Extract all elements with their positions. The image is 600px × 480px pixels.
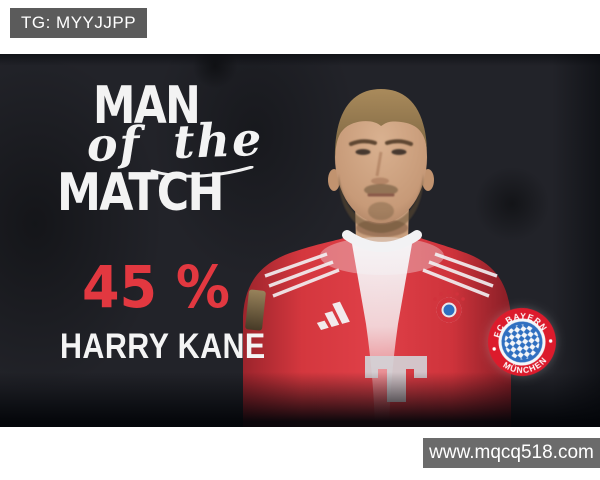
vote-percentage: 45 % — [82, 253, 230, 321]
player-name: HARRY KANE — [60, 327, 266, 366]
bundesliga-sleeve-patch — [245, 289, 266, 331]
watermark-telegram-text: TG: MYYJJPP — [21, 13, 137, 32]
jersey-white-panel — [352, 244, 412, 427]
script-flourish — [150, 166, 254, 178]
adidas-logo-icon — [316, 301, 350, 330]
player-head — [328, 89, 434, 233]
jersey-crest-icon — [433, 290, 465, 323]
fc-bayern-crest-icon: FC BAYERN MÜNCHEN — [488, 307, 556, 378]
watermark-telegram-badge: TG: MYYJJPP — [10, 8, 148, 38]
jersey-collar — [342, 230, 422, 252]
watermark-website-badge: www.mqcq518.com — [423, 438, 600, 468]
title-man: MAN — [93, 76, 201, 136]
title-match: MATCH — [57, 163, 225, 223]
player-face-features — [338, 139, 424, 233]
player-hair — [334, 89, 428, 164]
poster-bottom-vignette — [0, 372, 600, 427]
watermark-website-text: www.mqcq518.com — [429, 442, 594, 463]
motm-poster-image: MAN of the MATCH 45 % HARRY KANE — [0, 54, 600, 427]
